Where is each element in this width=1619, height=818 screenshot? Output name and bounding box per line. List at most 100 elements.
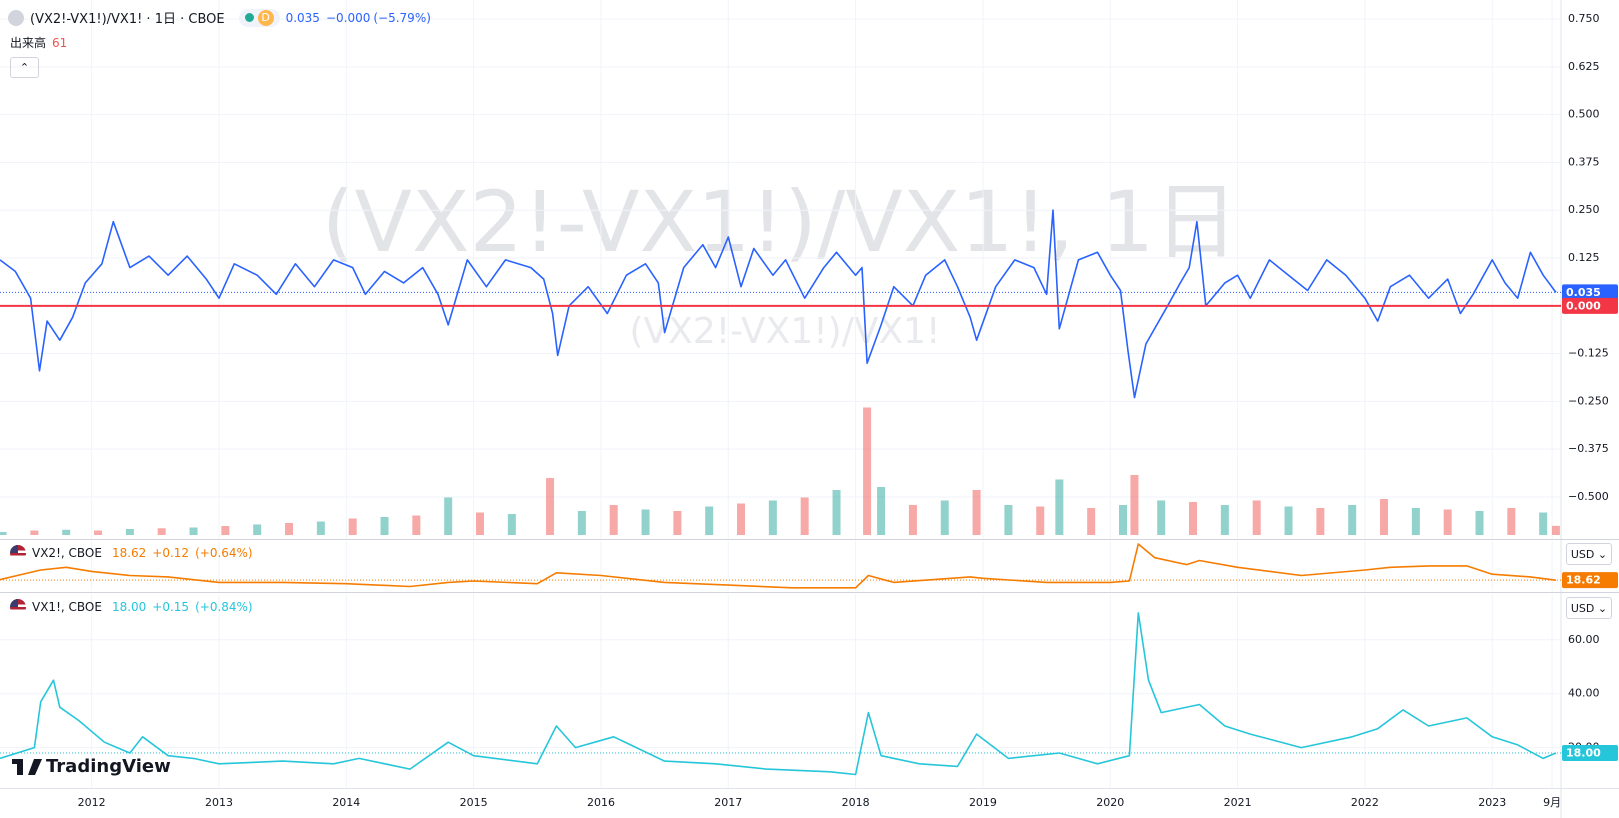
volume-bar <box>832 490 841 535</box>
x-tick-label: 2022 <box>1351 796 1379 809</box>
interval-badge: D <box>257 9 274 26</box>
volume-bar <box>800 497 809 535</box>
x-tick-label: 9月 <box>1543 796 1561 809</box>
last-value-label: 18.00 <box>1566 746 1601 759</box>
zero-label: 0.000 <box>1566 299 1601 312</box>
volume-legend: 出来高 61 <box>10 34 67 51</box>
volume-bar <box>737 503 746 535</box>
volume-bar <box>641 509 650 535</box>
y-tick-label: −0.375 <box>1568 442 1609 455</box>
legend-last: 18.62 <box>111 546 147 560</box>
volume-label: 出来高 <box>10 36 47 50</box>
series-name[interactable]: VX1!, CBOE <box>32 600 102 614</box>
volume-bar <box>507 514 516 535</box>
volume-bar <box>972 490 981 535</box>
volume-bar <box>348 518 357 535</box>
volume-bar <box>62 529 71 535</box>
y-tick-label: −0.250 <box>1568 394 1609 407</box>
volume-bar <box>768 500 777 535</box>
x-tick-label: 2023 <box>1478 796 1506 809</box>
y-tick-label: 0.125 <box>1568 251 1600 264</box>
y-tick-label: 0.500 <box>1568 108 1600 121</box>
currency: USD <box>1570 547 1595 561</box>
volume-bar <box>1252 500 1261 535</box>
status-dot <box>244 13 254 22</box>
volume-bar <box>94 530 103 535</box>
x-tick-label: 2015 <box>460 796 488 809</box>
series-name[interactable]: VX2!, CBOE <box>32 546 102 560</box>
volume-bar <box>1055 479 1064 535</box>
volume-bar <box>705 506 714 535</box>
brand-name: TradingView <box>46 756 171 777</box>
status-badge[interactable]: D <box>238 8 280 27</box>
volume-bar <box>285 523 294 535</box>
flag-icon <box>10 599 26 615</box>
flag-icon <box>10 545 26 561</box>
series-line <box>0 209 1557 399</box>
volume-bar <box>125 529 134 535</box>
x-tick-label: 2016 <box>587 796 615 809</box>
y-tick-label: 40.00 <box>1568 687 1600 700</box>
volume-bar <box>1380 499 1389 535</box>
brand-logo[interactable]: TradingView <box>12 756 171 777</box>
zero-tag <box>1562 297 1618 314</box>
x-tick-label: 2020 <box>1096 796 1124 809</box>
volume-bar <box>1004 505 1013 535</box>
volume-bar <box>1443 509 1452 535</box>
volume-bar <box>673 511 682 535</box>
last-value-tag <box>1562 572 1618 589</box>
symbol-icon <box>8 9 24 26</box>
watermark-sub: (VX2!-VX1!)/VX1! <box>630 311 941 352</box>
volume-bar <box>1119 505 1128 535</box>
volume-bar <box>1507 508 1516 535</box>
volume-bar <box>877 487 886 535</box>
x-tick-label: 2013 <box>205 796 233 809</box>
symbol-title[interactable]: (VX2!-VX1!)/VX1! · 1日 · CBOE <box>30 12 225 27</box>
volume-bar <box>1284 506 1293 535</box>
volume-bar <box>1316 508 1325 535</box>
series-line <box>0 543 1557 589</box>
y-tick-label: 0.750 <box>1568 12 1600 25</box>
last-value-tag <box>1562 744 1618 761</box>
currency-select[interactable]: USD ⌄ <box>1566 597 1612 619</box>
volume-bar <box>1539 512 1548 535</box>
volume-bar <box>1189 502 1198 535</box>
volume-bar <box>863 407 872 535</box>
legend-change: +0.12 <box>152 546 190 560</box>
brand-icon <box>12 758 42 775</box>
volume-bar <box>1130 475 1139 535</box>
y-tick-label: 0.375 <box>1568 155 1600 168</box>
vx2-legend: VX2!, CBOE 18.62 +0.12 (+0.64%) <box>10 545 253 561</box>
last-value: 0.035 <box>285 10 320 25</box>
x-tick-label: 2018 <box>842 796 870 809</box>
change: −0.000 <box>325 10 371 25</box>
currency-select[interactable]: USD ⌄ <box>1566 543 1612 565</box>
volume-bar <box>253 524 262 535</box>
volume-bar <box>1411 508 1420 535</box>
y-tick-label: 60.00 <box>1568 633 1600 646</box>
header: (VX2!-VX1!)/VX1! · 1日 · CBOE D 0.035 −0.… <box>8 8 431 27</box>
volume-bar <box>1036 506 1045 535</box>
y-tick-label: −0.125 <box>1568 347 1609 360</box>
volume-last: 61 <box>52 35 68 50</box>
volume-bar <box>444 497 453 535</box>
volume-bar <box>609 505 618 535</box>
volume-bar <box>1157 500 1166 535</box>
last-value-label: 0.035 <box>1566 286 1601 299</box>
y-tick-label: 0.625 <box>1568 60 1600 73</box>
x-tick-label: 2019 <box>969 796 997 809</box>
y-tick-label: −0.500 <box>1568 490 1609 503</box>
volume-bar <box>316 521 325 535</box>
volume-bar <box>940 500 949 535</box>
change-pct: (−5.79%) <box>373 10 431 25</box>
x-tick-label: 2017 <box>714 796 742 809</box>
collapse-button[interactable]: ⌃ <box>10 57 39 78</box>
volume-bar <box>908 505 917 535</box>
volume-bar <box>577 511 586 535</box>
volume-bar <box>30 530 39 535</box>
volume-bar <box>1551 525 1560 535</box>
volume-bar <box>546 478 555 535</box>
